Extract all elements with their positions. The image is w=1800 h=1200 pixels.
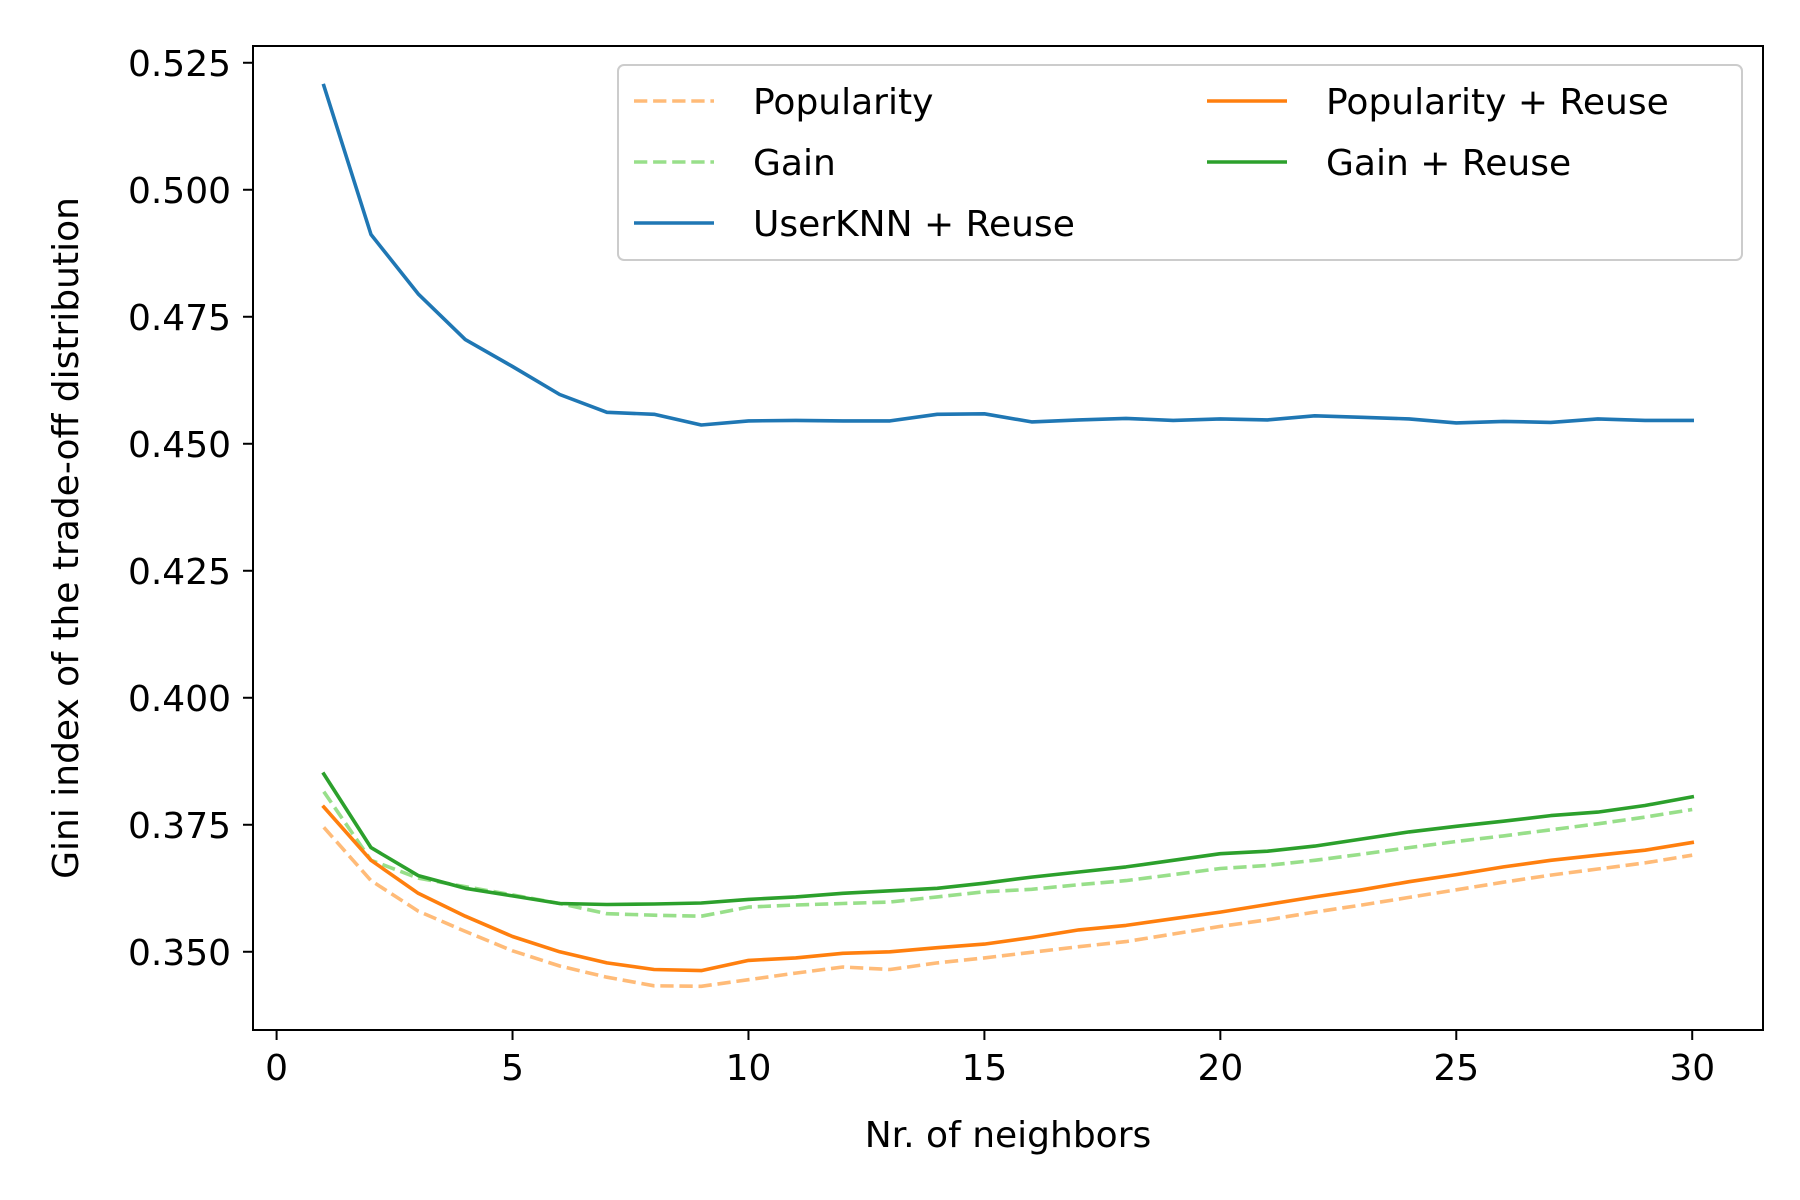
x-axis-label: Nr. of neighbors xyxy=(865,1115,1152,1156)
y-tick-label: 0.525 xyxy=(128,44,231,85)
legend: Popularity Gain UserKNN + Reuse Popularity … xyxy=(617,64,1743,261)
x-tick-label: 20 xyxy=(1197,1048,1243,1089)
x-tick-label: 15 xyxy=(962,1048,1008,1089)
x-tick-label: 0 xyxy=(265,1048,288,1089)
legend-label: Gain xyxy=(753,143,836,184)
y-tick-label: 0.475 xyxy=(128,298,231,339)
y-tick-label: 0.500 xyxy=(128,171,231,212)
y-axis-label: Gini index of the trade-off distribution xyxy=(46,197,87,879)
x-tick-label: 5 xyxy=(501,1048,524,1089)
series-line-gain-reuse xyxy=(321,771,1695,907)
series-line-popularity xyxy=(322,826,1693,989)
series-lines xyxy=(321,83,1695,989)
legend-frame xyxy=(617,64,1743,261)
legend-label: Popularity + Reuse xyxy=(1326,82,1669,123)
y-tick-label: 0.350 xyxy=(128,933,231,974)
series-line-popularity-reuse xyxy=(321,804,1695,973)
y-tick-label: 0.375 xyxy=(128,806,231,847)
y-tick-label: 0.425 xyxy=(128,552,231,593)
y-tick-label: 0.400 xyxy=(128,679,231,720)
plot-frame xyxy=(252,45,1764,1031)
series-line-userknn-reuse xyxy=(321,83,1694,427)
x-axis: 0 5 10 15 20 25 30 xyxy=(265,1030,1715,1089)
legend-label: Gain + Reuse xyxy=(1326,143,1571,184)
x-tick-label: 10 xyxy=(726,1048,772,1089)
legend-label: UserKNN + Reuse xyxy=(753,204,1075,245)
x-tick-label: 30 xyxy=(1669,1048,1715,1089)
y-axis: 0.350 0.375 0.400 0.425 0.450 0.475 0.500 0.525 xyxy=(128,44,253,974)
y-tick-label: 0.450 xyxy=(128,425,231,466)
x-tick-label: 25 xyxy=(1433,1048,1479,1089)
legend-label: Popularity xyxy=(753,82,933,123)
